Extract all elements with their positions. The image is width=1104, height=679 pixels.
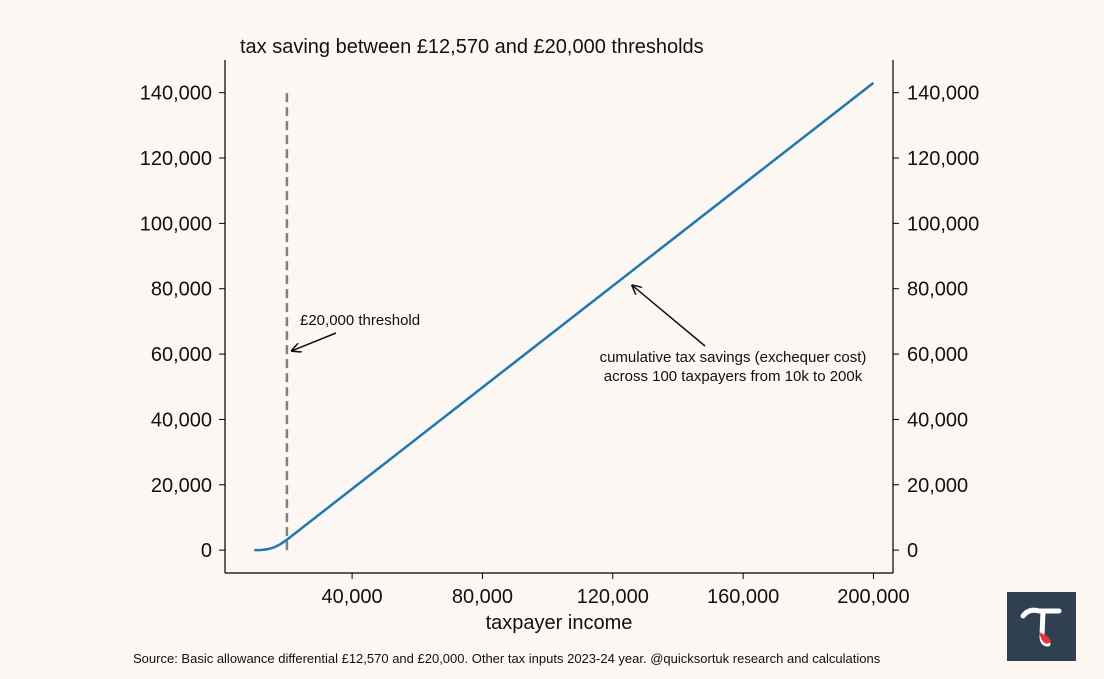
y-tick-label-right: 120,000	[907, 148, 979, 170]
y-tick-label-right: 140,000	[907, 83, 979, 105]
x-axis-label: taxpayer income	[486, 612, 633, 634]
x-tick-label: 40,000	[321, 586, 382, 608]
y-tick-label-right: 20,000	[907, 475, 968, 497]
x-tick-label: 120,000	[577, 586, 649, 608]
y-tick-label-left: 100,000	[140, 213, 212, 235]
y-tick-label-left: 80,000	[151, 279, 212, 301]
x-tick-label: 200,000	[837, 586, 909, 608]
y-tick-label-right: 100,000	[907, 213, 979, 235]
y-tick-label-left: 140,000	[140, 83, 212, 105]
savings-annotation-arrow	[632, 285, 706, 347]
y-tick-label-right: 60,000	[907, 344, 968, 366]
threshold-annotation-arrow	[292, 332, 337, 351]
savings-annotation-line-2: across 100 taxpayers from 10k to 200k	[604, 368, 863, 385]
chart-title: tax saving between £12,570 and £20,000 t…	[240, 36, 704, 58]
savings-annotation-line-1: cumulative tax savings (exchequer cost)	[600, 349, 867, 366]
logo	[1007, 592, 1076, 661]
threshold-annotation: £20,000 threshold	[300, 312, 420, 329]
y-tick-label-left: 120,000	[140, 148, 212, 170]
y-tick-label-left: 60,000	[151, 344, 212, 366]
y-tick-label-left: 40,000	[151, 409, 212, 431]
series-line-cumulative-tax-savings	[254, 81, 875, 552]
y-tick-label-left: 0	[201, 540, 212, 562]
y-tick-label-right: 0	[907, 540, 918, 562]
source-note: Source: Basic allowance differential £12…	[133, 651, 881, 666]
y-tick-label-left: 20,000	[151, 475, 212, 497]
tau-icon	[1020, 607, 1062, 647]
x-tick-label: 80,000	[452, 586, 513, 608]
y-tick-label-right: 80,000	[907, 279, 968, 301]
x-tick-label: 160,000	[707, 586, 779, 608]
y-tick-label-right: 40,000	[907, 409, 968, 431]
